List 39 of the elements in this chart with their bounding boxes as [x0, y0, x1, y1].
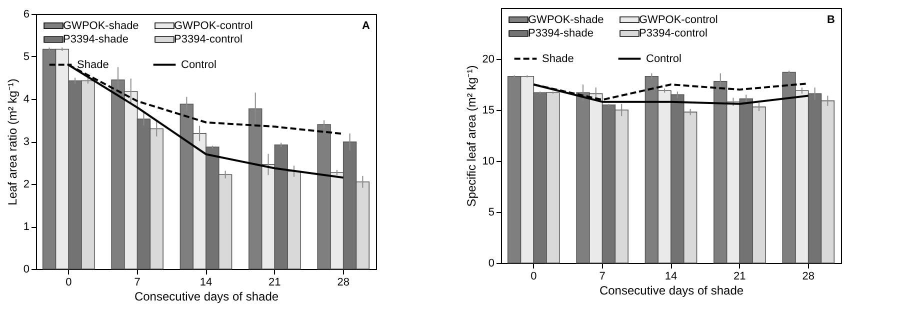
x-tick-label: 14 [200, 276, 212, 288]
y-axis-title: Leaf area ratio (m² kg⁻¹) [5, 78, 20, 206]
y-tick-label: 10 [482, 156, 494, 168]
y-tick-label: 5 [23, 51, 30, 63]
y-tick-label: 1 [23, 221, 30, 233]
y-tick-label: 6 [23, 8, 30, 20]
legend-label: P3394-shade [63, 34, 128, 46]
x-tick-label: 28 [802, 270, 814, 282]
legend-label: P3394-control [639, 28, 708, 40]
y-tick-label: 2 [23, 178, 30, 190]
y-tick-label: 3 [23, 136, 30, 148]
y-tick-label: 20 [482, 54, 494, 66]
y-tick-label: 0 [488, 258, 494, 270]
x-tick-label: 7 [134, 276, 140, 288]
x-axis-title: Consecutive days of shade [599, 284, 744, 298]
x-tick-label: 0 [66, 276, 72, 288]
legend-label: P3394-shade [528, 28, 594, 40]
x-tick-label: 7 [599, 270, 606, 282]
legend-label: GWPOK-shade [528, 14, 604, 26]
y-axis-title: Specific leaf area (m² kg⁻¹) [464, 65, 478, 207]
legend-label: Shade [77, 58, 109, 71]
x-axis-title: Consecutive days of shade [134, 290, 279, 304]
legend-label: GWPOK-shade [63, 20, 139, 32]
legend-label: P3394-control [174, 34, 242, 46]
annotation: A [362, 20, 370, 32]
y-tick-label: 4 [23, 94, 30, 106]
legend-label: Shade [542, 52, 574, 65]
annotation: B [827, 14, 836, 26]
y-tick-label: 5 [488, 206, 494, 218]
y-tick-label: 15 [482, 104, 494, 116]
legend-label: Control [646, 52, 682, 65]
x-tick-label: 21 [734, 270, 746, 282]
legend-label: GWPOK-control [639, 14, 718, 26]
x-tick-label: 14 [664, 270, 678, 282]
x-tick-label: 0 [530, 270, 537, 282]
legend-label: GWPOK-control [174, 20, 253, 32]
x-tick-label: 21 [268, 276, 281, 288]
x-tick-label: 28 [337, 276, 350, 288]
legend-label: Control [181, 58, 216, 71]
